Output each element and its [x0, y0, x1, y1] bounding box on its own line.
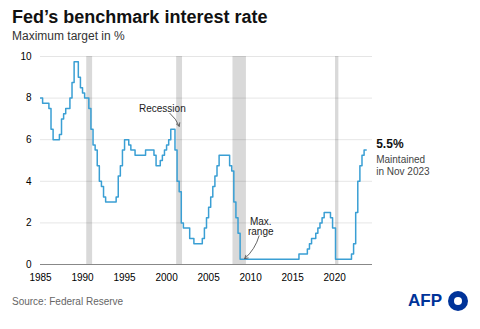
svg-text:5.5%: 5.5%: [376, 137, 404, 151]
html-text:Fed’s benchmark interest rate: Fed’s benchmark interest rate: [12, 7, 268, 27]
svg-text:0: 0: [26, 259, 32, 270]
svg-text:10: 10: [20, 51, 32, 62]
svg-text:2000: 2000: [155, 272, 178, 283]
svg-text:8: 8: [26, 92, 32, 103]
svg-text:Recession: Recession: [139, 103, 186, 114]
svg-text:1995: 1995: [113, 272, 136, 283]
svg-text:2010: 2010: [240, 272, 263, 283]
html-text:Maximum target in %: Maximum target in %: [12, 29, 125, 43]
svg-text:2: 2: [26, 217, 32, 228]
svg-text:4: 4: [26, 176, 32, 187]
svg-text:Max.range: Max.range: [248, 216, 274, 237]
svg-text:Maintainedin Nov 2023: Maintainedin Nov 2023: [376, 154, 430, 178]
svg-text:1985: 1985: [29, 272, 52, 283]
html-text:Source: Federal Reserve: Source: Federal Reserve: [12, 295, 124, 307]
svg-text:2020: 2020: [324, 272, 347, 283]
svg-text:1990: 1990: [71, 272, 94, 283]
html-text:AFP: AFP: [408, 291, 442, 310]
svg-text:2015: 2015: [282, 272, 305, 283]
svg-text:6: 6: [26, 134, 32, 145]
svg-text:2005: 2005: [197, 272, 220, 283]
